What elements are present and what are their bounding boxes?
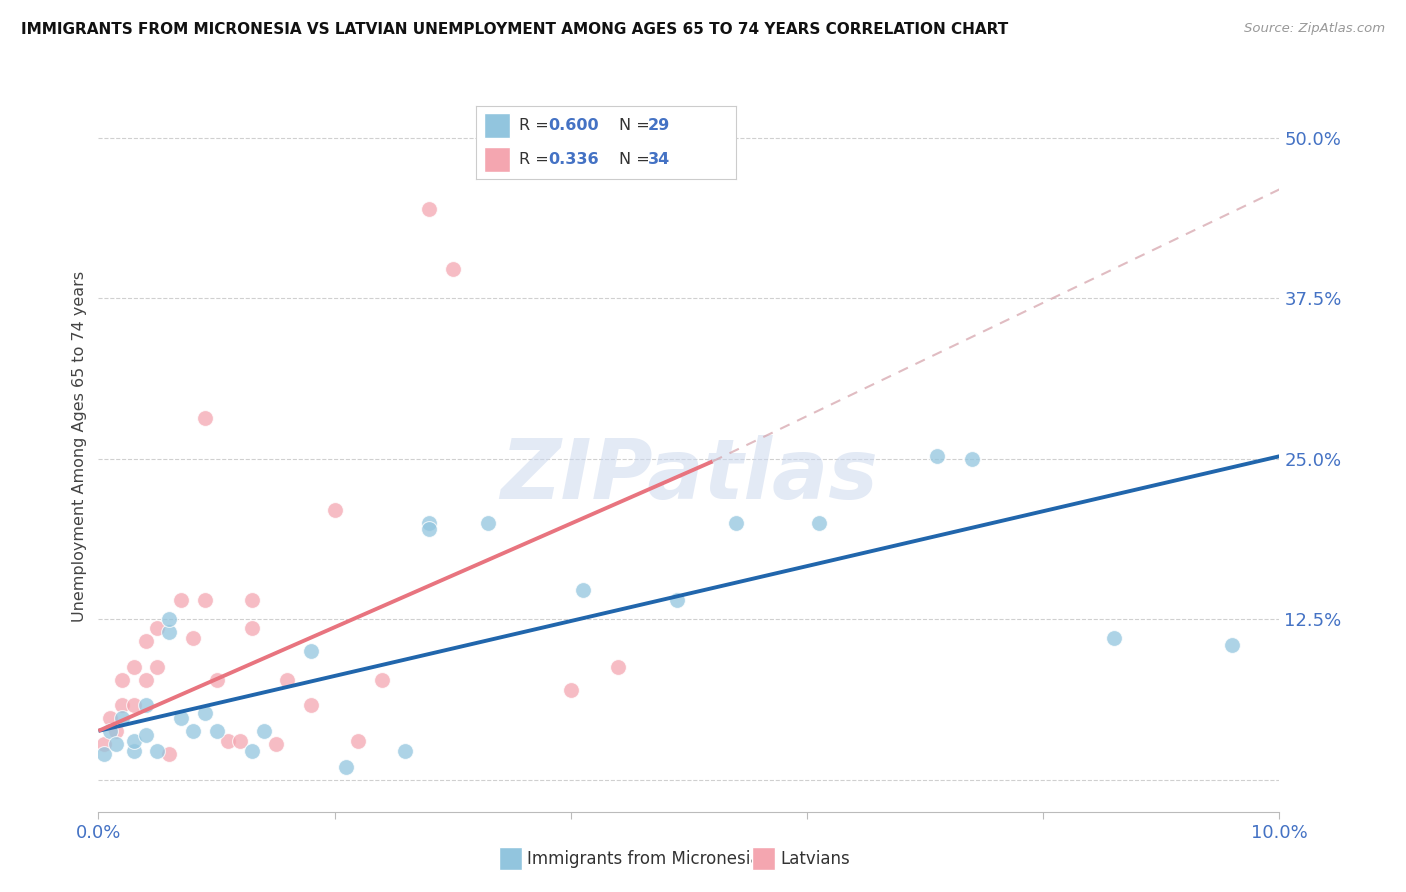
Point [571, 582, 593, 597]
Point [394, 744, 416, 758]
Point [181, 723, 204, 738]
Point [98, 711, 121, 725]
Point [335, 760, 357, 774]
Point [122, 659, 145, 673]
Point [441, 261, 464, 276]
Point [240, 621, 263, 635]
Point [666, 593, 689, 607]
Point [1220, 638, 1243, 652]
Point [205, 723, 228, 738]
Point [146, 621, 169, 635]
Point [157, 747, 180, 761]
Point [93, 747, 115, 761]
Point [157, 612, 180, 626]
Point [925, 450, 948, 464]
Text: Immigrants from Micronesia: Immigrants from Micronesia [527, 850, 761, 868]
Text: ZIPatlas: ZIPatlas [501, 434, 877, 516]
Point [122, 734, 145, 748]
Point [157, 625, 180, 640]
Point [1102, 632, 1125, 646]
Point [135, 673, 157, 687]
Point [560, 682, 582, 697]
Y-axis label: Unemployment Among Ages 65 to 74 years: Unemployment Among Ages 65 to 74 years [72, 270, 87, 622]
Point [111, 711, 134, 725]
Point [146, 659, 169, 673]
Point [194, 706, 217, 720]
Point [98, 723, 121, 738]
Point [253, 723, 276, 738]
Point [135, 698, 157, 713]
Point [93, 737, 115, 751]
Point [323, 503, 346, 517]
Point [418, 202, 440, 216]
Point [489, 157, 512, 171]
Point [962, 451, 984, 466]
Point [111, 698, 134, 713]
Point [807, 516, 830, 530]
Point [170, 711, 193, 725]
Point [418, 516, 440, 530]
Point [205, 673, 228, 687]
Point [194, 593, 217, 607]
Point [135, 634, 157, 648]
Point [217, 734, 239, 748]
Point [299, 644, 322, 658]
Point [122, 744, 145, 758]
Point [229, 734, 252, 748]
Point [194, 410, 217, 425]
Point [240, 593, 263, 607]
Point [299, 698, 322, 713]
Point [170, 593, 193, 607]
Point [135, 728, 157, 742]
Point [371, 673, 394, 687]
Text: Latvians: Latvians [780, 850, 851, 868]
Point [264, 737, 287, 751]
Point [181, 632, 204, 646]
Point [477, 516, 499, 530]
Point [240, 744, 263, 758]
Point [276, 673, 298, 687]
Text: Source: ZipAtlas.com: Source: ZipAtlas.com [1244, 22, 1385, 36]
Point [607, 659, 630, 673]
Point [146, 744, 169, 758]
Point [105, 737, 128, 751]
Point [122, 698, 145, 713]
Point [418, 523, 440, 537]
Point [111, 673, 134, 687]
Text: IMMIGRANTS FROM MICRONESIA VS LATVIAN UNEMPLOYMENT AMONG AGES 65 TO 74 YEARS COR: IMMIGRANTS FROM MICRONESIA VS LATVIAN UN… [21, 22, 1008, 37]
Point [725, 516, 748, 530]
Point [347, 734, 370, 748]
Point [105, 723, 128, 738]
